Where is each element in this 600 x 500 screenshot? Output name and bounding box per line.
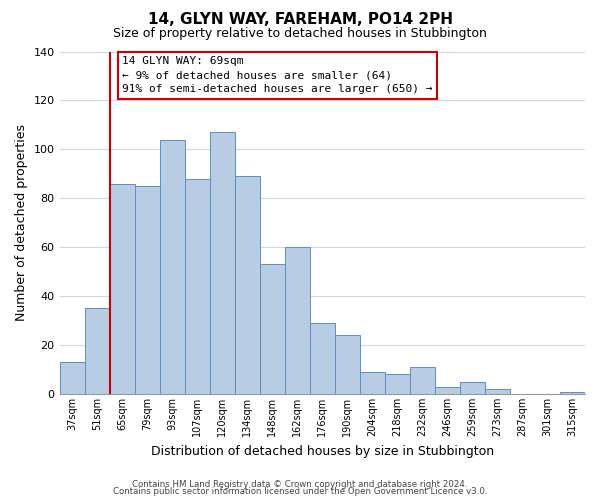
- Bar: [485, 389, 510, 394]
- Bar: [435, 386, 460, 394]
- Text: Contains HM Land Registry data © Crown copyright and database right 2024.: Contains HM Land Registry data © Crown c…: [132, 480, 468, 489]
- Bar: [85, 308, 110, 394]
- Bar: [260, 264, 285, 394]
- Text: Size of property relative to detached houses in Stubbington: Size of property relative to detached ho…: [113, 28, 487, 40]
- Bar: [110, 184, 134, 394]
- Bar: [560, 392, 585, 394]
- Bar: [134, 186, 160, 394]
- Bar: [410, 367, 435, 394]
- X-axis label: Distribution of detached houses by size in Stubbington: Distribution of detached houses by size …: [151, 444, 494, 458]
- Bar: [285, 247, 310, 394]
- Bar: [360, 372, 385, 394]
- Bar: [335, 336, 360, 394]
- Bar: [460, 382, 485, 394]
- Bar: [209, 132, 235, 394]
- Text: Contains public sector information licensed under the Open Government Licence v3: Contains public sector information licen…: [113, 488, 487, 496]
- Bar: [185, 178, 209, 394]
- Text: 14 GLYN WAY: 69sqm
← 9% of detached houses are smaller (64)
91% of semi-detached: 14 GLYN WAY: 69sqm ← 9% of detached hous…: [122, 56, 433, 94]
- Bar: [385, 374, 410, 394]
- Text: 14, GLYN WAY, FAREHAM, PO14 2PH: 14, GLYN WAY, FAREHAM, PO14 2PH: [148, 12, 452, 28]
- Bar: [160, 140, 185, 394]
- Bar: [310, 323, 335, 394]
- Bar: [235, 176, 260, 394]
- Bar: [59, 362, 85, 394]
- Y-axis label: Number of detached properties: Number of detached properties: [15, 124, 28, 322]
